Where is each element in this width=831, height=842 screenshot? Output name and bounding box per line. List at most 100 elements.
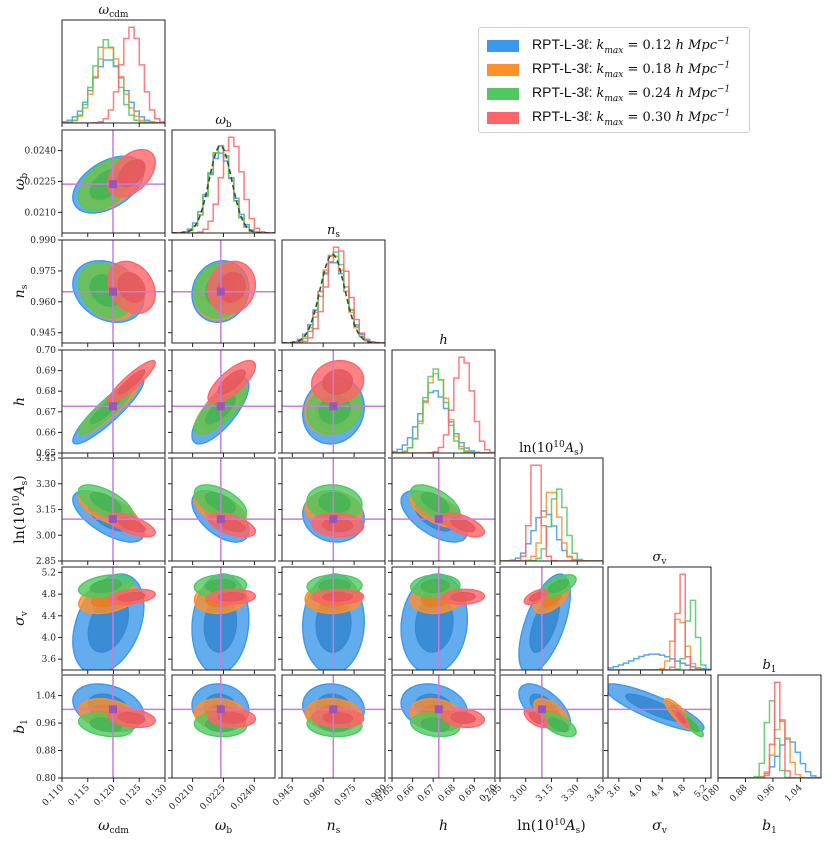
y-axis-label-n_s-part: s: [20, 284, 30, 289]
panel-content: [191, 567, 257, 670]
panel-frame: [717, 674, 822, 779]
panel-frame: [391, 566, 496, 671]
y-tick-label: 4.4: [42, 612, 57, 622]
x-tick-label: 3.45: [586, 783, 607, 804]
panel-title-b1: b1: [762, 658, 776, 675]
panel-title-omega_b-part: b: [226, 120, 232, 130]
histogram-sigma_v-series-1: [608, 618, 711, 670]
x-tick-label: 3.15: [534, 783, 555, 804]
panel-title-ln10As-part: ): [579, 441, 584, 456]
panel-title-n_s: ns: [327, 223, 340, 240]
panel-content: [282, 675, 385, 778]
legend-item: RPT-L-3ℓ: kmax = 0.24 h Mpc−1: [487, 84, 730, 104]
fiducial-marker: [216, 705, 225, 714]
x-tick-label: 3.00: [509, 783, 530, 804]
panel-title-omega_cdm-part: ω: [99, 3, 110, 18]
x-axis-label-omega_cdm-part: ω: [98, 818, 110, 834]
y-tick-label: 0.65: [36, 449, 56, 459]
legend-kmax: k: [596, 86, 605, 102]
fiducial-marker: [434, 515, 443, 524]
y-tick-label: 0.975: [30, 267, 56, 277]
y-axis-label-b1-part: b: [12, 725, 28, 734]
contour-panel-sigma_v-vs-omega_b: [168, 566, 276, 674]
contour-panel-h-vs-n_s: [278, 349, 386, 457]
legend-kmax-sub: max: [604, 93, 624, 104]
histogram-panel-h: [391, 349, 496, 457]
legend-kmax-sub: max: [604, 69, 624, 80]
contour-1sigma-series-3: [528, 711, 544, 724]
panel-content: [62, 130, 165, 233]
contour-1sigma-series-3: [322, 711, 353, 725]
x-tick-label: 0.68: [437, 783, 458, 804]
histogram-panel-omega_b: [171, 129, 276, 237]
legend-item: RPT-L-3ℓ: kmax = 0.18 h Mpc−1: [487, 60, 730, 80]
panel-content: [62, 350, 165, 453]
contour-panel-sigma_v-vs-n_s: [278, 566, 386, 674]
y-tick-label: 3.00: [36, 531, 56, 541]
contour-panel-b1-vs-n_s: 0.945 0.960 0.975 0.990: [271, 674, 389, 808]
contour-panel-sigma_v-vs-omega_cdm: 3.6 4.0 4.4 4.8 5.2: [42, 566, 166, 674]
panel-content: [62, 26, 165, 123]
fiducial-marker: [329, 402, 338, 411]
x-axis-label-b1-part: 1: [771, 826, 777, 836]
contour-1sigma-series-3: [322, 517, 353, 533]
x-tick-label: 0.130: [144, 783, 169, 808]
y-tick-label: 0.80: [36, 774, 56, 784]
legend-prefix: RPT-L-3ℓ:: [532, 84, 597, 101]
panel-title-sigma_v-part: σ: [653, 550, 663, 565]
x-tick-label: 1.04: [783, 783, 804, 804]
x-tick-label: 0.975: [333, 783, 358, 808]
x-tick-label: 0.67: [416, 783, 437, 804]
x-tick-label: 0.945: [271, 783, 296, 808]
fiducial-marker: [329, 705, 338, 714]
y-axis-label-sigma_v-part: σ: [12, 616, 28, 626]
y-axis-label-omega_b-part: ω: [12, 178, 28, 190]
y-axis-label-ln10As-part: A: [12, 485, 28, 497]
legend-value: = 0.12: [623, 38, 676, 54]
x-tick-label: 4.0: [627, 783, 644, 800]
y-axis-label-h: h: [12, 397, 28, 406]
y-axis-label-omega_b-part: b: [20, 173, 30, 179]
histogram-panel-ln10As: [499, 457, 604, 565]
contour-1sigma-series-3: [217, 591, 246, 602]
panel-title-h-part: h: [439, 333, 447, 348]
x-axis-label-omega_b: ωb: [215, 818, 232, 836]
contour-panel-sigma_v-vs-ln10As: [496, 566, 604, 674]
fiducial-marker: [434, 705, 443, 714]
y-axis-label-n_s: ns: [12, 284, 30, 298]
y-tick-label: 3.6: [42, 655, 57, 665]
legend-item: RPT-L-3ℓ: kmax = 0.30 h Mpc−1: [487, 108, 730, 128]
panel-title-sigma_v-part: v: [660, 557, 667, 567]
panel-content: [400, 567, 486, 670]
y-tick-label: 0.67: [36, 408, 56, 418]
histogram-omega_b-series-3: [172, 136, 275, 233]
x-axis-label-omega_b-part: b: [226, 826, 232, 836]
legend: RPT-L-3ℓ: kmax = 0.12 h Mpc−1 RPT-L-3ℓ: …: [478, 27, 750, 133]
fiducial-marker: [108, 402, 117, 411]
legend-kmax: k: [596, 62, 605, 78]
x-axis-label-sigma_v-part: σ: [652, 818, 662, 834]
legend-kmax-sub: max: [604, 45, 624, 56]
x-tick-label: 0.0225: [198, 783, 228, 813]
panel-title-omega_cdm-part: cdm: [109, 10, 129, 20]
x-tick-label: 0.96: [756, 783, 777, 804]
x-tick-label: 4.8: [671, 783, 688, 800]
x-tick-label: 0.115: [67, 783, 92, 808]
legend-unit-sup: −1: [716, 36, 731, 47]
x-tick-label: 3.30: [560, 783, 581, 804]
contour-1sigma-series-3: [528, 591, 544, 602]
panel-content: [500, 675, 603, 778]
contour-panel-b1-vs-ln10As: 2.85 3.00 3.15 3.30 3.45: [483, 674, 607, 804]
legend-prefix: RPT-L-3ℓ:: [532, 60, 597, 77]
legend-unit: h Mpc: [675, 86, 717, 102]
panel-content: [62, 240, 165, 343]
x-axis-label-ln10As-part: ln(10: [517, 818, 554, 834]
legend-item: RPT-L-3ℓ: kmax = 0.12 h Mpc−1: [487, 36, 730, 56]
contour-panel-ln10As-vs-n_s: [278, 457, 386, 565]
contour-1sigma-series-2: [420, 491, 450, 514]
panel-content: [62, 458, 165, 561]
x-axis-label-n_s-part: n: [327, 818, 336, 834]
legend-unit: h Mpc: [675, 62, 717, 78]
y-axis-label-sigma_v-part: v: [20, 610, 30, 617]
